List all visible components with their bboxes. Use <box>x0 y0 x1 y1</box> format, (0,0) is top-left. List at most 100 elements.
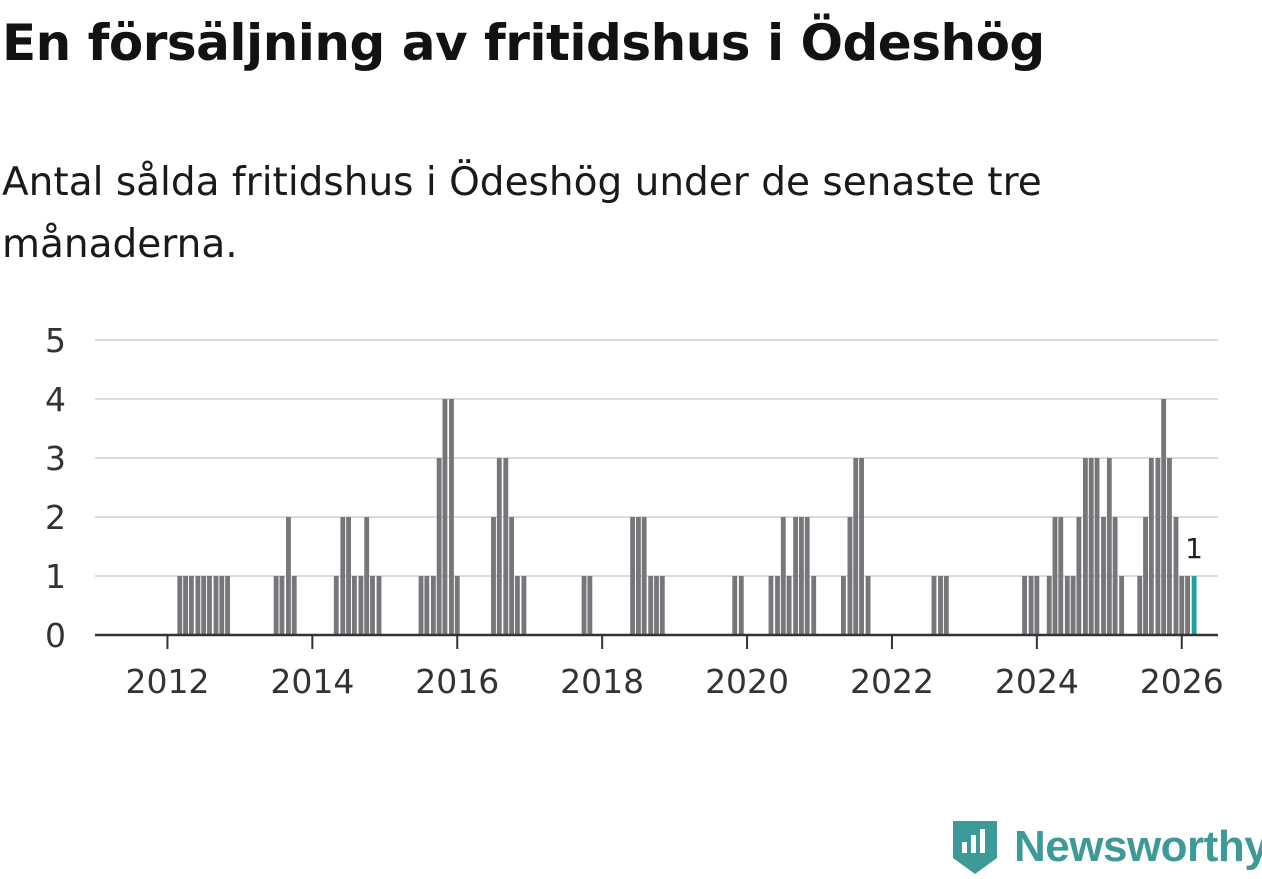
bar <box>1058 517 1064 635</box>
bar <box>201 576 207 635</box>
bar <box>1028 576 1034 635</box>
bar <box>1173 517 1179 635</box>
bar <box>804 517 810 635</box>
bar <box>503 458 509 635</box>
bar <box>853 458 859 635</box>
bar <box>207 576 212 635</box>
bar <box>1046 576 1052 635</box>
bar <box>648 576 654 635</box>
bar <box>1088 458 1094 635</box>
bar <box>449 399 454 635</box>
bar <box>418 576 424 635</box>
bar <box>340 517 346 635</box>
y-axis-ticks: 0 1 2 3 4 5 <box>45 321 66 655</box>
bar <box>188 576 194 635</box>
bar <box>847 517 853 635</box>
bar <box>1161 399 1167 635</box>
bar <box>454 576 460 635</box>
x-tick-label: 2022 <box>850 662 934 701</box>
bar <box>1185 576 1190 635</box>
bar <box>1034 576 1040 635</box>
y-tick-label: 1 <box>45 557 66 596</box>
x-tick-label: 2016 <box>415 662 499 701</box>
bar <box>273 576 279 635</box>
x-axis-ticks: 2012 2014 2016 2018 2020 2022 2024 2026 <box>125 635 1224 701</box>
bar <box>587 576 593 635</box>
bar <box>938 576 943 635</box>
bar <box>213 576 219 635</box>
bar <box>780 517 786 635</box>
bar <box>364 517 370 635</box>
bar <box>1022 576 1027 635</box>
bar <box>1119 576 1125 635</box>
bar <box>521 576 527 635</box>
y-tick-label: 0 <box>45 616 66 655</box>
bar <box>195 576 201 635</box>
x-tick-label: 2018 <box>560 662 644 701</box>
bar <box>1052 517 1058 635</box>
bar <box>225 576 231 635</box>
bar <box>1064 576 1070 635</box>
bar <box>1148 458 1154 635</box>
bar <box>1137 576 1143 635</box>
bar <box>738 576 744 635</box>
bar <box>219 576 225 635</box>
x-tick-label: 2020 <box>705 662 789 701</box>
bar <box>496 458 502 635</box>
bar <box>358 576 364 635</box>
x-tick-label: 2024 <box>995 662 1079 701</box>
chart-subtitle: Antal sålda fritidshus i Ödeshög under d… <box>2 160 1042 267</box>
bar <box>1179 576 1185 635</box>
bar <box>1106 458 1112 635</box>
y-tick-label: 3 <box>45 439 66 478</box>
bar <box>430 576 436 635</box>
bar <box>1167 458 1172 635</box>
bar <box>1112 517 1118 635</box>
bar <box>1101 517 1106 635</box>
y-tick-label: 4 <box>45 380 66 419</box>
grid-lines <box>95 339 1218 577</box>
bar <box>841 576 846 635</box>
bar <box>346 517 351 635</box>
bar <box>786 576 792 635</box>
bar <box>659 576 665 635</box>
bar <box>630 517 636 635</box>
bar <box>1143 517 1148 635</box>
bar <box>1155 458 1161 635</box>
bar <box>351 576 357 635</box>
bar <box>424 576 430 635</box>
bar <box>436 458 442 635</box>
chart-title: En försäljning av fritidshus i Ödeshög <box>2 14 1045 72</box>
bar <box>768 576 774 635</box>
newsworthy-logo[interactable]: Newsworthy <box>950 818 1262 876</box>
newsworthy-logo-icon <box>953 821 997 874</box>
y-tick-label: 5 <box>45 321 66 360</box>
bar <box>491 517 496 635</box>
bar <box>859 458 864 635</box>
bar <box>177 576 183 635</box>
bar <box>286 517 291 635</box>
bar <box>732 576 738 635</box>
x-tick-label: 2026 <box>1140 662 1224 701</box>
x-tick-label: 2014 <box>270 662 354 701</box>
bar <box>279 576 285 635</box>
brand-name: Newsworthy <box>1014 822 1262 871</box>
bar <box>514 576 520 635</box>
bar <box>509 517 515 635</box>
bars <box>177 399 1197 635</box>
bar <box>865 576 871 635</box>
bar <box>1094 458 1100 635</box>
bar <box>370 576 375 635</box>
bar <box>641 517 647 635</box>
bar <box>798 517 804 635</box>
bar <box>793 517 799 635</box>
bar <box>581 576 587 635</box>
bar <box>931 576 937 635</box>
bar <box>943 576 949 635</box>
bar <box>291 576 297 635</box>
bar <box>635 517 641 635</box>
bar <box>442 399 448 635</box>
y-tick-label: 2 <box>45 498 66 537</box>
bar-latest <box>1191 576 1197 635</box>
